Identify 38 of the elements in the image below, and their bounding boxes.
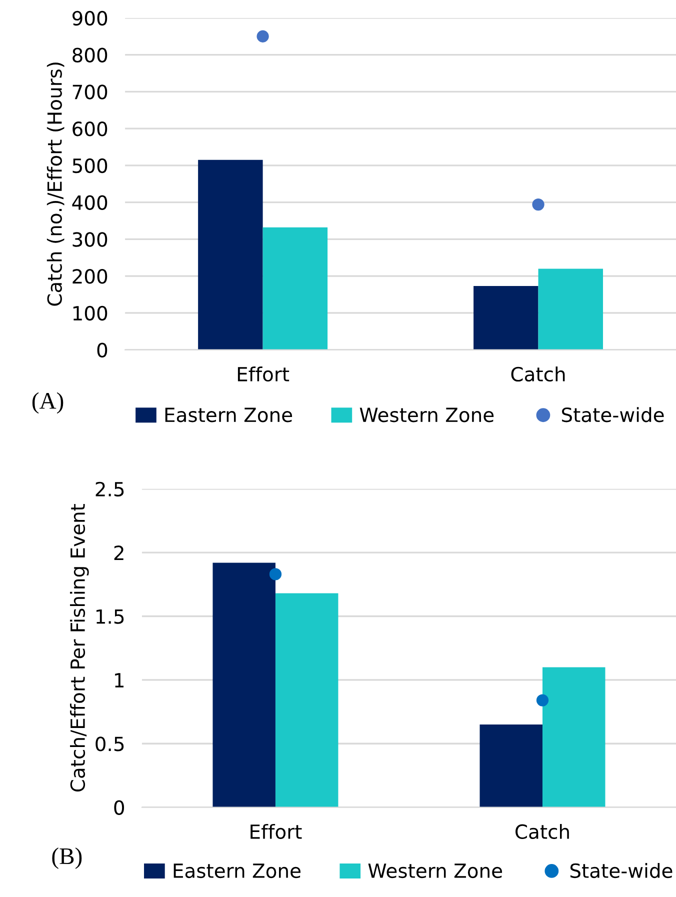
y-tick-label: 0.5 xyxy=(96,736,124,752)
y-axis-title: Catch (no.)/Effort (Hours) xyxy=(46,62,64,306)
y-tick-label: 0 xyxy=(114,800,124,815)
y-tick-label: 700 xyxy=(72,84,108,100)
legend-label: Eastern Zone xyxy=(174,864,300,878)
text: (A) xyxy=(32,392,64,414)
legend-label: Western Zone xyxy=(360,408,494,422)
y-tick-label: 1.5 xyxy=(96,609,124,624)
y-tick-label: 900 xyxy=(72,10,108,26)
y-tick-label: 300 xyxy=(72,232,108,247)
y-tick-label: 200 xyxy=(72,269,108,284)
x-tick-label: Catch xyxy=(516,824,569,840)
bar xyxy=(212,562,276,808)
bar xyxy=(538,268,603,350)
y-tick-label: 400 xyxy=(72,195,108,210)
x-tick-label: Catch xyxy=(511,366,565,382)
y-axis-title: Catch/Effort Per Fishing Event xyxy=(70,504,89,792)
bar xyxy=(275,593,338,808)
y-tick-label: 1 xyxy=(115,673,124,688)
y-tick-label: 600 xyxy=(72,122,108,136)
x-tick-label: Effort xyxy=(238,366,290,382)
y-tick-label: 100 xyxy=(73,306,108,321)
bar xyxy=(474,286,538,350)
y-tick-label: 500 xyxy=(72,158,108,174)
y-tick-label: 800 xyxy=(72,48,108,62)
x-tick-label: Effort xyxy=(250,824,302,840)
legend-label: Western Zone xyxy=(368,864,502,878)
legend-label: State-wide xyxy=(562,407,664,422)
y-tick-label: 2 xyxy=(114,546,124,560)
bar xyxy=(262,227,328,350)
text: (B) xyxy=(52,848,82,869)
y-tick-label: 2.5 xyxy=(96,482,124,497)
bar xyxy=(198,160,263,350)
bar xyxy=(480,724,542,808)
y-tick-label: 0 xyxy=(97,342,108,358)
legend-label: State-wide xyxy=(570,863,672,878)
legend-label: Eastern Zone xyxy=(165,408,292,422)
bar xyxy=(542,667,606,808)
